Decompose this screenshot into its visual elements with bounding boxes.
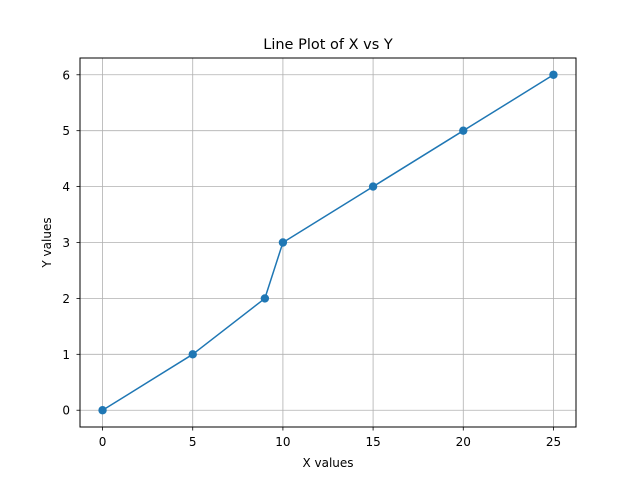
y-tick-label: 0 (62, 404, 70, 418)
axis-ticks: 0 5 10 15 20 25 0 1 2 3 4 5 6 (62, 68, 561, 449)
x-tick-label: 25 (546, 435, 561, 449)
data-point-marker (98, 406, 107, 415)
data-point-marker (459, 126, 468, 135)
data-point-marker (549, 70, 558, 79)
x-tick-label: 5 (189, 435, 197, 449)
x-axis-label: X values (302, 456, 353, 470)
chart-title: Line Plot of X vs Y (263, 37, 393, 53)
data-point-marker (260, 294, 270, 303)
y-tick-label: 5 (62, 124, 70, 138)
x-tick-label: 15 (365, 435, 380, 449)
x-tick-label: 20 (456, 435, 471, 449)
series-layer (98, 70, 558, 415)
x-tick-label: 0 (99, 435, 107, 449)
y-tick-label: 3 (62, 236, 70, 250)
data-point-marker (368, 182, 378, 191)
y-tick-label: 4 (62, 180, 70, 194)
y-tick-label: 1 (62, 348, 70, 362)
x-tick-label: 10 (275, 435, 290, 449)
data-point-marker (278, 238, 288, 247)
grid-lines (80, 58, 576, 427)
data-point-marker (188, 350, 197, 359)
y-axis-label: Y values (40, 217, 54, 268)
y-tick-label: 2 (62, 292, 70, 306)
y-tick-label: 6 (62, 68, 70, 82)
